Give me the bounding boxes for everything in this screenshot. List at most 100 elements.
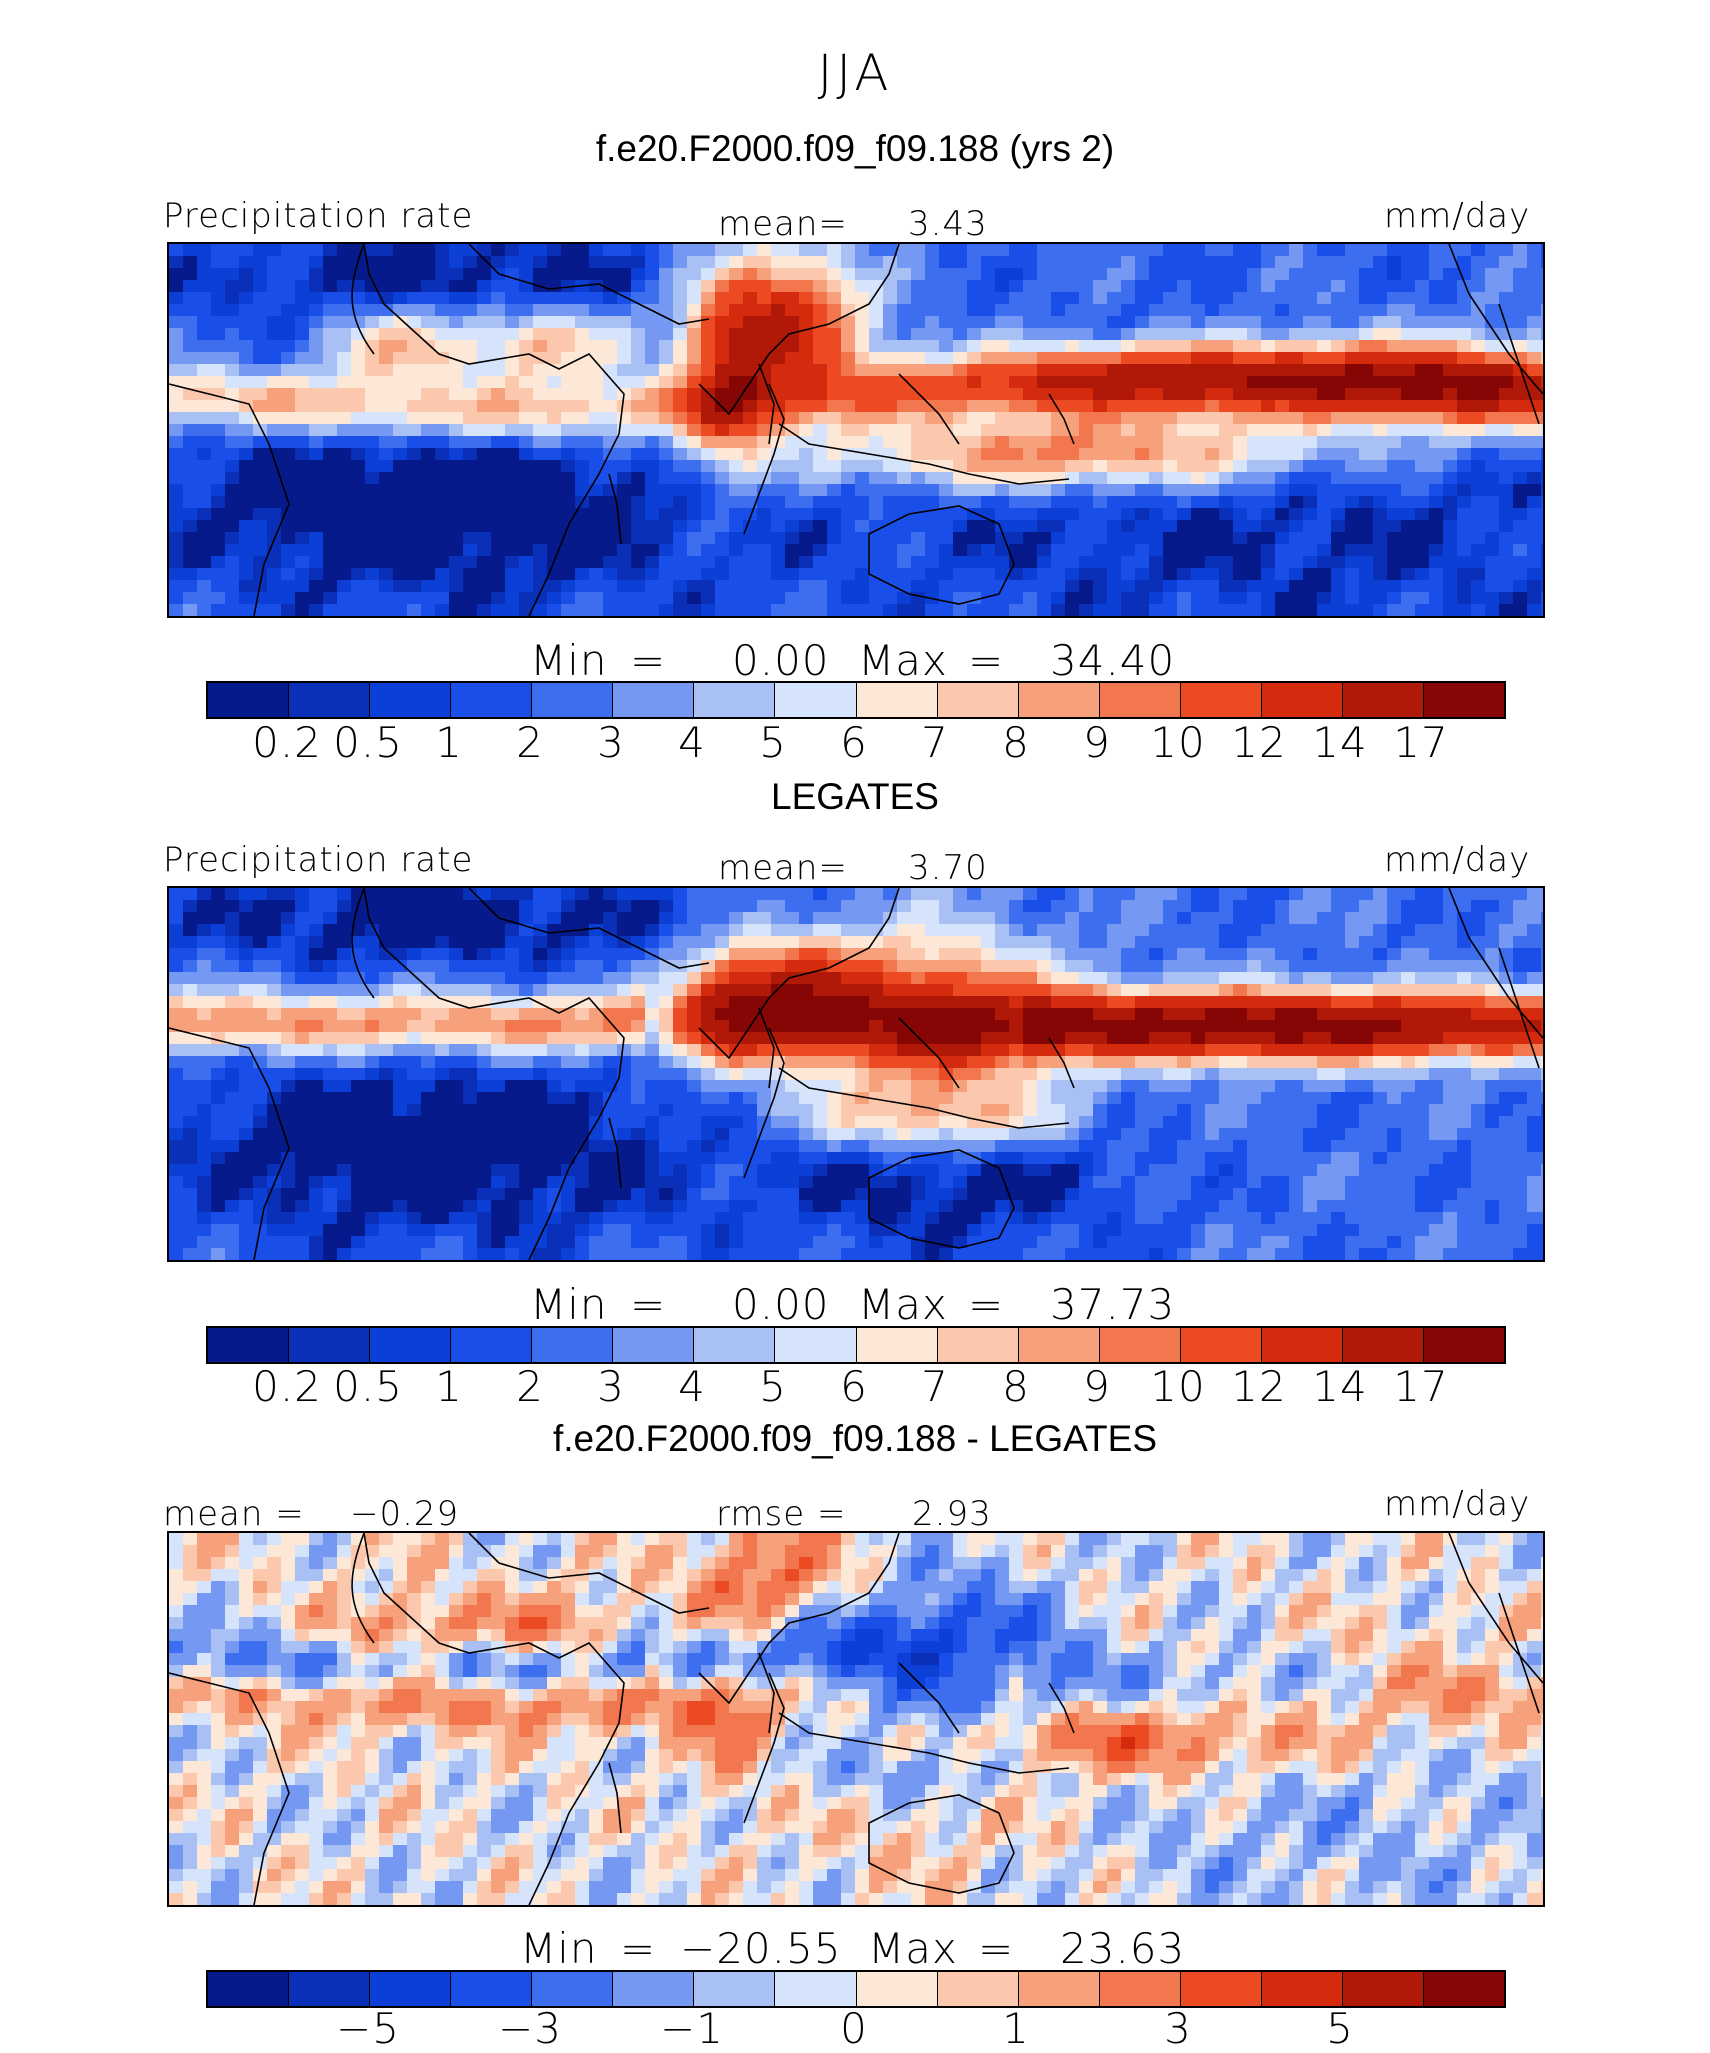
field-cell (309, 948, 324, 961)
field-cell (365, 436, 380, 449)
field-cell (687, 256, 702, 269)
field-cell (1457, 972, 1472, 985)
field-cell (981, 436, 996, 449)
field-cell (225, 364, 240, 377)
field-cell (393, 388, 408, 401)
field-cell (1079, 268, 1094, 281)
field-cell (225, 244, 240, 257)
field-cell (743, 328, 758, 341)
field-cell (1163, 472, 1178, 485)
field-cell (225, 544, 240, 557)
field-cell (1121, 1008, 1136, 1021)
field-cell (673, 424, 688, 437)
field-cell (883, 544, 898, 557)
field-cell (1079, 996, 1094, 1009)
field-cell (267, 508, 282, 521)
field-cell (715, 412, 730, 425)
field-cell (1471, 936, 1486, 949)
field-cell (1065, 924, 1080, 937)
field-cell (1191, 424, 1206, 437)
field-cell (1135, 292, 1150, 305)
field-cell (1191, 568, 1206, 581)
field-cell (631, 328, 646, 341)
field-cell (309, 1008, 324, 1021)
field-cell (1051, 960, 1066, 973)
field-cell (995, 1068, 1010, 1081)
field-cell (967, 496, 982, 509)
field-cell (995, 996, 1010, 1009)
field-cell (407, 1080, 422, 1093)
field-cell (505, 256, 520, 269)
field-cell (295, 924, 310, 937)
field-cell (561, 472, 576, 485)
field-cell (911, 484, 926, 497)
field-cell (785, 328, 800, 341)
field-cell (1261, 1020, 1276, 1033)
field-cell (729, 292, 744, 305)
field-cell (1065, 352, 1080, 365)
field-cell (1079, 316, 1094, 329)
field-cell (239, 460, 254, 473)
field-cell (1457, 1104, 1472, 1117)
field-cell (449, 364, 464, 377)
field-cell (1261, 1032, 1276, 1045)
field-cell (1345, 460, 1360, 473)
field-cell (1121, 436, 1136, 449)
field-cell (1457, 984, 1472, 997)
field-cell (855, 1104, 870, 1117)
field-cell (225, 496, 240, 509)
field-cell (813, 1008, 828, 1021)
field-cell (883, 532, 898, 545)
field-cell (463, 256, 478, 269)
field-cell (1233, 412, 1248, 425)
field-cell (323, 1104, 338, 1117)
field-cell (1135, 352, 1150, 365)
field-cell (379, 280, 394, 293)
field-cell (939, 580, 954, 593)
field-cell (1149, 984, 1164, 997)
field-cell (925, 580, 940, 593)
field-cell (855, 1080, 870, 1093)
field-cell (1093, 556, 1108, 569)
field-cell (1233, 580, 1248, 593)
field-cell (1065, 532, 1080, 545)
field-cell (295, 388, 310, 401)
field-cell (1107, 888, 1122, 901)
field-cell (1317, 1092, 1332, 1105)
field-cell (1233, 496, 1248, 509)
field-cell (757, 292, 772, 305)
field-cell (183, 364, 198, 377)
field-cell (925, 888, 940, 901)
field-cell (603, 568, 618, 581)
field-cell (673, 268, 688, 281)
field-cell (1415, 544, 1430, 557)
field-cell (1135, 520, 1150, 533)
field-cell (1457, 256, 1472, 269)
field-cell (589, 244, 604, 257)
field-cell (1359, 364, 1374, 377)
field-cell (1177, 436, 1192, 449)
field-cell (1359, 352, 1374, 365)
field-cell (673, 304, 688, 317)
field-cell (1373, 1068, 1388, 1081)
field-cell (1471, 316, 1486, 329)
field-cell (631, 568, 646, 581)
field-cell (1121, 328, 1136, 341)
field-cell (995, 1080, 1010, 1093)
field-cell (995, 900, 1010, 913)
field-cell (1177, 1044, 1192, 1057)
field-cell (1219, 1044, 1234, 1057)
field-cell (1121, 352, 1136, 365)
field-cell (1121, 280, 1136, 293)
field-cell (323, 400, 338, 413)
field-cell (337, 268, 352, 281)
field-cell (295, 912, 310, 925)
field-cell (813, 936, 828, 949)
colorbar-swatch (857, 683, 938, 717)
field-cell (323, 936, 338, 949)
field-cell (1275, 580, 1290, 593)
field-cell (841, 912, 856, 925)
field-cell (1527, 496, 1542, 509)
field-cell (911, 1020, 926, 1033)
field-cell (995, 912, 1010, 925)
